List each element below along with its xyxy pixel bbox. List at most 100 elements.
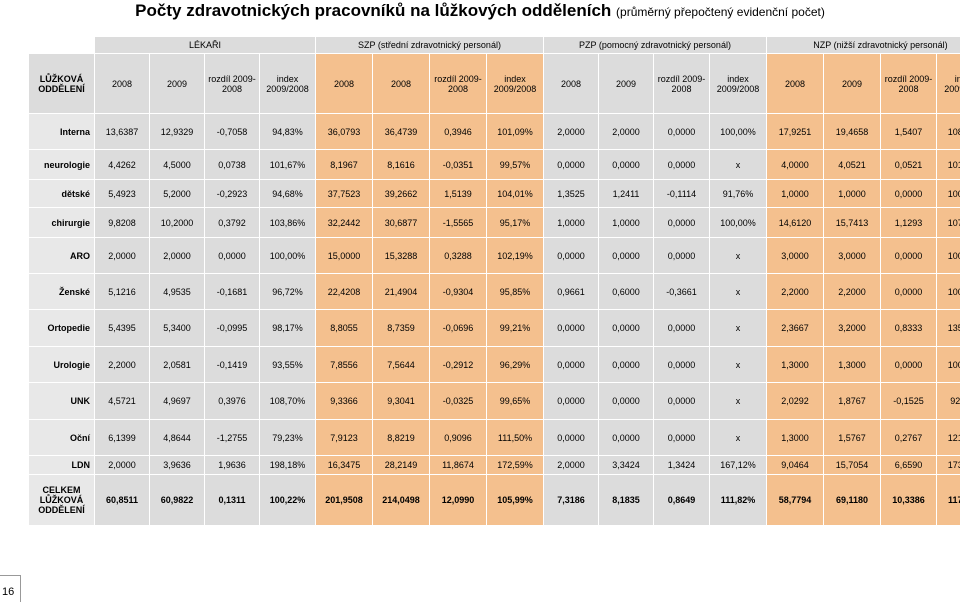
table-cell: 8,1967 — [316, 150, 373, 180]
table-cell: 9,8208 — [95, 208, 150, 238]
table-cell: 96,72% — [260, 274, 316, 310]
table-cell: 3,0000 — [767, 238, 824, 274]
table-cell: 0,0000 — [599, 310, 654, 347]
group-header: PZP (pomocný zdravotnický personál) — [544, 37, 767, 54]
table-cell: 2,2000 — [767, 274, 824, 310]
column-header: 2008 — [767, 54, 824, 114]
table-cell: 2,2000 — [95, 347, 150, 383]
table-cell: 111,82% — [710, 475, 767, 526]
table-cell: 101,67% — [260, 150, 316, 180]
table-cell: 107,73% — [937, 208, 960, 238]
table-cell: -0,2912 — [430, 347, 487, 383]
row-label: Ženské — [29, 274, 95, 310]
table-cell: 12,9329 — [150, 114, 205, 150]
table-cell: 0,2767 — [881, 420, 937, 456]
column-header: index 2009/2008 — [487, 54, 544, 114]
table-cell: 2,3667 — [767, 310, 824, 347]
table-cell: 3,2000 — [824, 310, 881, 347]
table-cell: 8,1616 — [373, 150, 430, 180]
column-header: rozdíl 2009-2008 — [430, 54, 487, 114]
table-cell: 5,2000 — [150, 180, 205, 208]
table-cell: 0,0000 — [654, 347, 710, 383]
table-cell: 0,8333 — [881, 310, 937, 347]
table-cell: 0,0000 — [544, 347, 599, 383]
column-header: rozdíl 2009-2008 — [654, 54, 710, 114]
table-cell: 4,5721 — [95, 383, 150, 420]
table-cell: 32,2442 — [316, 208, 373, 238]
table-cell: 3,9636 — [150, 456, 205, 475]
table-cell: 0,0738 — [205, 150, 260, 180]
table-cell: 102,19% — [487, 238, 544, 274]
row-label: CELKEM LŮŽKOVÁ ODDĚLENÍ — [29, 475, 95, 526]
page-number: 16 — [2, 586, 15, 598]
table-cell: 1,0000 — [544, 208, 599, 238]
table-cell: 60,8511 — [95, 475, 150, 526]
column-header: 2009 — [150, 54, 205, 114]
table-cell: 214,0498 — [373, 475, 430, 526]
table-cell: 0,0000 — [599, 238, 654, 274]
table-cell: 4,0521 — [824, 150, 881, 180]
column-header: index 2009/2008 — [937, 54, 960, 114]
table-cell: x — [710, 383, 767, 420]
table-cell: 15,0000 — [316, 238, 373, 274]
row-label: Oční — [29, 420, 95, 456]
table-cell: 7,8556 — [316, 347, 373, 383]
table-cell: 95,17% — [487, 208, 544, 238]
table-cell: 135,21% — [937, 310, 960, 347]
row-label: ARO — [29, 238, 95, 274]
table-cell: 100,00% — [260, 238, 316, 274]
table-cell: 0,0000 — [881, 180, 937, 208]
column-header: index 2009/2008 — [260, 54, 316, 114]
table-cell: 0,0000 — [654, 150, 710, 180]
table-cell: -0,0696 — [430, 310, 487, 347]
table-cell: 0,0000 — [205, 238, 260, 274]
table-cell: 4,0000 — [767, 150, 824, 180]
table-cell: 3,3424 — [599, 456, 654, 475]
table-cell: 2,2000 — [824, 274, 881, 310]
group-header: SZP (střední zdravotnický personál) — [316, 37, 544, 54]
table-cell: -0,7058 — [205, 114, 260, 150]
table-cell: 10,3386 — [881, 475, 937, 526]
table-cell: 37,7523 — [316, 180, 373, 208]
column-header: rozdíl 2009-2008 — [881, 54, 937, 114]
table-cell: 7,3186 — [544, 475, 599, 526]
table-cell: 121,28% — [937, 420, 960, 456]
table-cell: 108,60% — [937, 114, 960, 150]
table-cell: -1,2755 — [205, 420, 260, 456]
table-cell: 108,70% — [260, 383, 316, 420]
table-cell: 8,1835 — [599, 475, 654, 526]
table-cell: 0,0000 — [654, 310, 710, 347]
table-cell: 99,65% — [487, 383, 544, 420]
table-cell: 0,0000 — [881, 347, 937, 383]
dept-header: LŮŽKOVÁ ODDĚLENÍ — [29, 54, 95, 114]
table-cell: 39,2662 — [373, 180, 430, 208]
table-cell: 0,8649 — [654, 475, 710, 526]
table-cell: 1,9636 — [205, 456, 260, 475]
table-cell: 7,5644 — [373, 347, 430, 383]
table-cell: 30,6877 — [373, 208, 430, 238]
table-cell: 60,9822 — [150, 475, 205, 526]
page-title: Počty zdravotnických pracovníků na lůžko… — [0, 0, 960, 23]
table-cell: 21,4904 — [373, 274, 430, 310]
table-cell: 2,0000 — [544, 456, 599, 475]
table-cell: 101,30% — [937, 150, 960, 180]
table-cell: 79,23% — [260, 420, 316, 456]
table-cell: x — [710, 150, 767, 180]
row-label: UNK — [29, 383, 95, 420]
table-cell: 0,0000 — [544, 150, 599, 180]
table-cell: 16,3475 — [316, 456, 373, 475]
table-cell: 0,0000 — [599, 383, 654, 420]
table-cell: 93,55% — [260, 347, 316, 383]
table-cell: 19,4658 — [824, 114, 881, 150]
table-cell: 0,0000 — [599, 150, 654, 180]
table-cell: 95,85% — [487, 274, 544, 310]
row-label: Interna — [29, 114, 95, 150]
table-cell: 1,3000 — [824, 347, 881, 383]
table-cell: 1,3000 — [767, 347, 824, 383]
table-cell: 4,4262 — [95, 150, 150, 180]
table-cell: 0,1311 — [205, 475, 260, 526]
table-cell: 1,5767 — [824, 420, 881, 456]
table-cell: 0,0000 — [881, 274, 937, 310]
table-cell: 100,22% — [260, 475, 316, 526]
table-cell: 91,76% — [710, 180, 767, 208]
